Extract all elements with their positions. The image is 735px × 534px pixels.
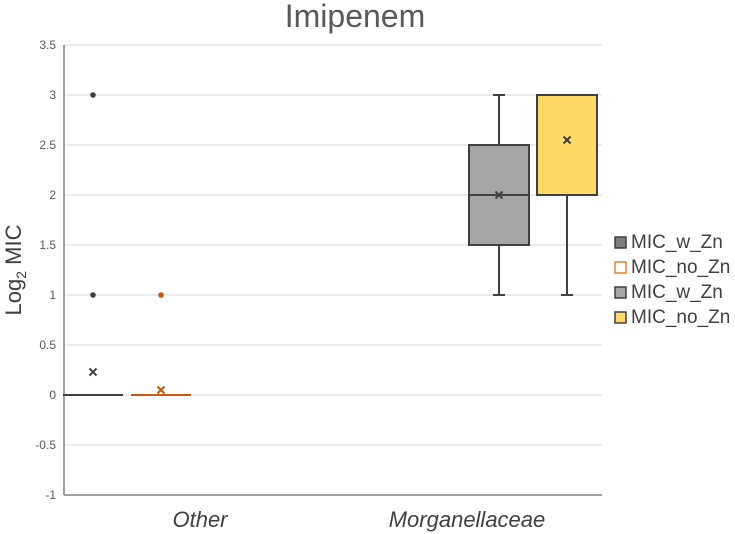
y-tick-label: 2.5 bbox=[39, 138, 56, 152]
gridlines bbox=[64, 44, 602, 496]
y-tick-label: 3 bbox=[49, 88, 56, 102]
y-axis-label-main: Log bbox=[1, 279, 26, 316]
box-mic-no-zn-morganellaceae bbox=[536, 94, 598, 296]
outlier-point bbox=[90, 92, 96, 98]
legend-item: MIC_w_Zn bbox=[614, 232, 723, 253]
y-tick-label: 1 bbox=[49, 288, 56, 302]
category-label-morganellaceae: Morganellaceae bbox=[389, 507, 546, 532]
mean-marker-stroke bbox=[562, 135, 572, 145]
legend-swatch bbox=[614, 236, 627, 249]
outlier-point bbox=[90, 292, 96, 298]
y-tick-label: 0 bbox=[49, 388, 56, 402]
legend-item: MIC_w_Zn bbox=[614, 282, 723, 303]
chart-title: Imipenem bbox=[285, 0, 426, 34]
box-series-group bbox=[63, 92, 598, 396]
y-tick-label: 0.5 bbox=[39, 338, 56, 352]
y-tick-label: -0.5 bbox=[35, 438, 56, 452]
category-label-other: Other bbox=[172, 507, 229, 532]
y-tick-label: 2 bbox=[49, 188, 56, 202]
legend-label: MIC_no_Zn bbox=[631, 257, 730, 278]
mean-marker-stroke bbox=[494, 190, 504, 200]
y-tick-label: 3.5 bbox=[39, 38, 56, 52]
legend-swatch bbox=[614, 311, 627, 324]
legend-swatch bbox=[614, 261, 627, 274]
box-mic-no-zn-other bbox=[131, 292, 191, 396]
legend-swatch bbox=[614, 286, 627, 299]
legend-label: MIC_w_Zn bbox=[631, 232, 723, 253]
y-axis-label: Log2 MIC bbox=[1, 224, 29, 315]
legend-item: MIC_no_Zn bbox=[614, 307, 730, 328]
y-axis-label-rest: MIC bbox=[1, 224, 26, 271]
mean-marker bbox=[562, 135, 572, 145]
box-mic-w-zn-other bbox=[63, 92, 123, 396]
legend: MIC_w_Zn MIC_no_Zn MIC_w_Zn MIC_no_Zn bbox=[614, 232, 730, 328]
legend-label: MIC_no_Zn bbox=[631, 307, 730, 328]
y-axis-ticks: -1 -0.5 0 0.5 1 1.5 2 2.5 3 3.5 bbox=[35, 38, 56, 502]
mean-marker-stroke bbox=[88, 367, 98, 377]
box-body bbox=[536, 94, 598, 196]
mean-marker bbox=[494, 190, 504, 200]
mean-marker-stroke bbox=[156, 385, 166, 395]
box-mic-w-zn-morganellaceae bbox=[468, 94, 530, 296]
y-tick-label: -1 bbox=[45, 488, 56, 502]
y-tick-label: 1.5 bbox=[39, 238, 56, 252]
y-axis-label-subscript: 2 bbox=[13, 271, 29, 279]
legend-item: MIC_no_Zn bbox=[614, 257, 730, 278]
mean-marker bbox=[156, 385, 166, 395]
mean-marker bbox=[88, 367, 98, 377]
outlier-point bbox=[158, 292, 164, 298]
legend-label: MIC_w_Zn bbox=[631, 282, 723, 303]
